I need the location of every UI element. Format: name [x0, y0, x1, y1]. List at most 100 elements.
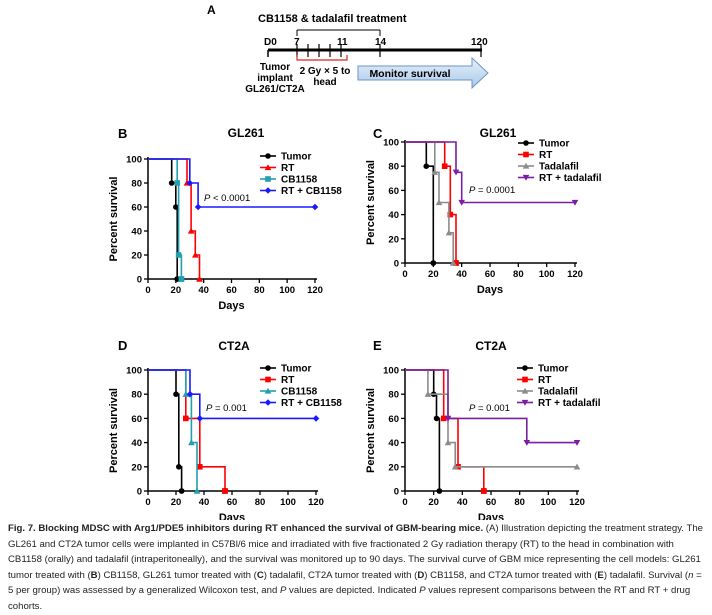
data-point	[433, 415, 440, 422]
y-tick-label: 80	[131, 179, 142, 190]
y-axis-label: Percent survival	[365, 160, 377, 245]
p-symbol: P	[204, 193, 211, 204]
x-tick-label: 20	[428, 269, 439, 280]
data-point	[430, 260, 437, 266]
rt-label-1: 2 Gy × 5 to	[300, 66, 351, 77]
x-tick-label: 60	[227, 497, 238, 508]
tick-11: 11	[337, 37, 348, 48]
data-point	[444, 439, 452, 446]
y-tick-label: 80	[388, 162, 399, 173]
data-point	[571, 199, 579, 206]
chart-title: CT2A	[475, 339, 507, 353]
legend-label: CB1158	[281, 387, 318, 398]
series-line	[148, 369, 316, 420]
data-point	[458, 199, 465, 206]
legend-label: Tumor	[281, 364, 311, 375]
legend-label: RT + CB1158	[281, 186, 342, 197]
y-tick-label: 40	[388, 438, 399, 449]
x-tick-label: 0	[145, 497, 150, 508]
caption-ref-b: B	[90, 569, 98, 581]
caption-p: P	[279, 585, 287, 597]
data-point	[186, 390, 194, 398]
legend-marker	[523, 151, 529, 158]
data-point	[311, 203, 319, 211]
x-tick-label: 60	[226, 285, 237, 296]
legend-marker	[521, 387, 529, 394]
series-line	[148, 158, 178, 279]
data-point	[431, 168, 439, 175]
caption-ref-d: D	[417, 569, 425, 581]
y-tick-label: 60	[388, 186, 399, 197]
x-tick-label: 80	[254, 285, 265, 296]
y-axis-label: Percent survival	[365, 388, 377, 473]
figure-canvas: A CB1158 & tadalafil treatment D0 7 11 1…	[108, 3, 602, 520]
chart-title: GL261	[228, 126, 265, 140]
data-point	[523, 439, 531, 446]
data-point	[168, 180, 175, 186]
series-line	[148, 158, 315, 208]
data-point	[481, 488, 487, 494]
x-tick-label: 80	[514, 497, 525, 508]
y-tick-label: 40	[131, 227, 142, 238]
legend-marker	[265, 153, 271, 159]
y-tick-label: 0	[137, 275, 142, 286]
y-tick-label: 20	[388, 462, 399, 473]
monitor-arrow	[357, 56, 489, 90]
chart-title: GL261	[480, 126, 517, 140]
panel-e-chart: E CT2A 0 20 40 60 80 100 0 20 40 60 80 100 120 Days Perc…	[365, 338, 601, 520]
x-tick-label: 0	[402, 269, 407, 280]
y-tick-label: 0	[137, 487, 142, 498]
y-tick-label: 100	[126, 366, 142, 377]
x-tick-label: 120	[567, 269, 583, 280]
legend-marker	[265, 376, 271, 383]
p-value-label: P = 0.001	[469, 403, 510, 414]
data-point	[186, 179, 194, 187]
legend-label: RT	[539, 150, 552, 161]
chart-title: CT2A	[218, 339, 250, 353]
data-point	[173, 391, 179, 398]
tumor-label-1: Tumor	[260, 62, 290, 73]
p-value: = 0.001	[475, 403, 510, 414]
p-value: < 0.0001	[210, 193, 250, 204]
series-line	[148, 158, 201, 279]
legend-marker	[522, 162, 530, 169]
legend-marker	[265, 176, 271, 182]
data-point	[312, 415, 320, 422]
p-symbol: P	[469, 403, 476, 414]
caption-ref-e: E	[597, 569, 604, 581]
x-tick-label: 120	[307, 285, 323, 296]
panel-c-letter: C	[373, 126, 383, 141]
series-line	[405, 141, 435, 263]
data-point	[178, 488, 185, 494]
y-tick-label: 100	[383, 366, 399, 377]
data-point	[573, 439, 581, 446]
series-line	[405, 369, 577, 444]
caption-text: ) CB1158, and CT2A tumor treated with (	[424, 569, 598, 581]
x-tick-label: 100	[280, 497, 296, 508]
y-tick-label: 100	[383, 138, 399, 149]
panel-a-letter: A	[207, 3, 216, 17]
tick-7: 7	[294, 37, 300, 48]
data-point	[573, 463, 581, 470]
legend-marker	[264, 387, 272, 394]
caption-text: values represent comparisons between the…	[8, 585, 691, 612]
p-symbol: P	[469, 185, 476, 196]
data-point	[173, 204, 179, 210]
tumor-label-2: implant	[257, 73, 293, 84]
x-tick-label: 0	[145, 285, 150, 296]
caption-text: values are depicted. Indicated	[286, 585, 420, 597]
series-line	[405, 369, 441, 491]
legend-label: RT	[538, 375, 551, 386]
p-symbol: P	[206, 403, 213, 414]
tick-d0: D0	[264, 37, 277, 48]
legend-label: Tumor	[538, 364, 568, 375]
legend-label: RT + tadalafil	[538, 398, 601, 409]
caption-text: ) tadalafil, CT2A tumor treated with (	[263, 569, 418, 581]
legend-marker	[265, 365, 271, 371]
data-point	[449, 259, 457, 266]
data-point	[423, 163, 430, 169]
data-point	[182, 390, 190, 397]
legend-marker	[264, 164, 272, 171]
y-tick-label: 60	[131, 203, 142, 214]
treatment-title: CB1158 & tadalafil treatment	[258, 13, 407, 25]
